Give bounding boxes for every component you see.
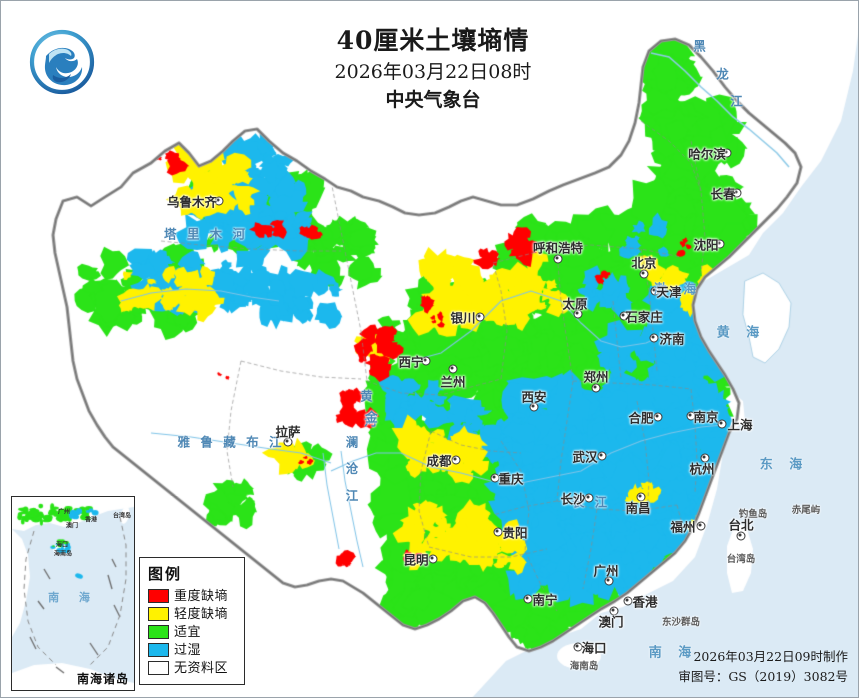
city-marker-icon [523, 594, 533, 604]
city-marker-icon [732, 188, 742, 198]
valid-datetime: 2026年03月22日08时 [334, 61, 532, 84]
city-marker-icon [584, 493, 594, 503]
city-marker-icon [686, 411, 696, 421]
city-marker-icon [715, 239, 725, 249]
legend-swatch-icon [148, 643, 169, 657]
city-marker-icon [649, 333, 659, 343]
legend-item-label: 轻度缺墒 [174, 606, 229, 622]
city-marker-icon [490, 473, 500, 483]
city-marker-icon [696, 521, 706, 531]
legend-item-label: 过湿 [174, 642, 202, 658]
south-china-sea-inset: 南 海 广州香港 澳门海口 海南岛 台湾岛 南海诸岛 [11, 496, 135, 691]
page-title: 40厘米土壤墒情 [336, 26, 530, 55]
city-marker-icon [636, 492, 646, 502]
city-marker-icon [214, 196, 224, 206]
legend-box: 图例 重度缺墒轻度缺墒适宜过湿无资料区 [139, 557, 245, 685]
city-marker-icon [717, 419, 727, 429]
city-marker-icon [722, 148, 732, 158]
city-marker-icon [283, 437, 293, 447]
city-marker-icon [623, 596, 633, 606]
city-marker-icon [736, 531, 746, 541]
legend-title: 图例 [148, 565, 183, 583]
legend-item-0: 重度缺墒 [148, 587, 237, 605]
issuing-agency: 中央气象台 [385, 88, 481, 111]
inset-title: 南海诸岛 [76, 672, 129, 686]
inset-place-label: 广州 [57, 508, 71, 516]
inset-sea-label: 南 海 [48, 591, 98, 604]
city-marker-icon [475, 312, 485, 322]
inset-map-canvas [12, 497, 134, 690]
city-marker-icon [573, 309, 583, 319]
legend-item-4: 无资料区 [148, 659, 237, 677]
city-marker-icon [591, 383, 601, 393]
city-marker-icon [529, 402, 539, 412]
legend-item-3: 过湿 [148, 641, 237, 659]
map-review-number: 审图号：GS（2019）3082号 [678, 669, 848, 684]
city-marker-icon [448, 364, 458, 374]
inset-place-label: 台湾岛 [112, 512, 132, 520]
legend-item-label: 适宜 [174, 624, 202, 640]
inset-place-label: 澳门 [65, 522, 79, 530]
city-marker-icon [428, 554, 438, 564]
legend-swatch-icon [148, 607, 169, 621]
inset-place-label: 海口 [55, 541, 69, 549]
title-block: 40厘米土壤墒情 2026年03月22日08时 中央气象台 [253, 25, 613, 113]
credits-block: 2026年03月22日09时制作 审图号：GS（2019）3082号 [678, 646, 848, 687]
inset-place-label: 香港 [84, 516, 98, 524]
city-marker-icon [650, 286, 660, 296]
city-marker-icon [639, 269, 649, 279]
cma-dragon-logo [29, 29, 95, 95]
legend-swatch-icon [148, 625, 169, 639]
inset-place-label: 海南岛 [53, 550, 73, 558]
legend-item-label: 重度缺墒 [174, 588, 229, 604]
legend-item-2: 适宜 [148, 623, 237, 641]
city-marker-icon [573, 642, 583, 652]
legend-item-label: 无资料区 [174, 660, 229, 676]
city-marker-icon [700, 453, 710, 463]
city-marker-icon [609, 606, 619, 616]
legend-swatch-icon [148, 589, 169, 603]
city-marker-icon [421, 356, 431, 366]
city-marker-icon [553, 254, 563, 264]
production-timestamp: 2026年03月22日09时制作 [693, 648, 848, 664]
city-marker-icon [597, 451, 607, 461]
city-marker-icon [604, 576, 614, 586]
legend-rows: 重度缺墒轻度缺墒适宜过湿无资料区 [148, 587, 237, 677]
city-marker-icon [619, 311, 629, 321]
city-marker-icon [493, 527, 503, 537]
city-marker-icon [653, 412, 663, 422]
city-marker-icon [451, 455, 461, 465]
legend-item-1: 轻度缺墒 [148, 605, 237, 623]
legend-swatch-icon [148, 661, 169, 675]
